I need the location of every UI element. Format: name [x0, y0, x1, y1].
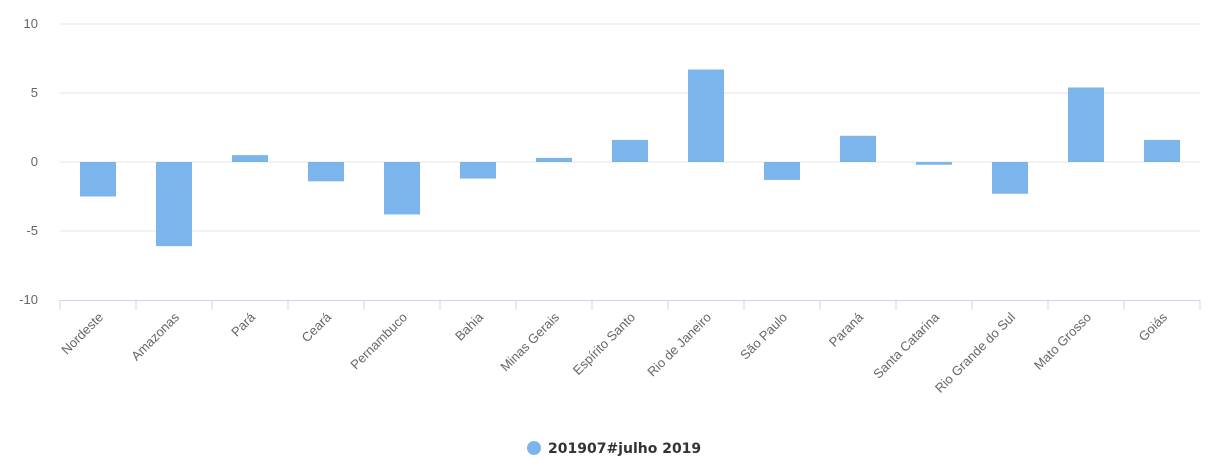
x-category-label: Mato Grosso: [1031, 310, 1094, 373]
grid-lines: [60, 23, 1200, 232]
x-category-label: Paraná: [826, 309, 867, 350]
y-tick-label: -5: [26, 223, 38, 238]
x-category-label: Goiás: [1135, 309, 1170, 344]
x-category-label: Bahia: [452, 309, 487, 344]
bar-nordeste[interactable]: [80, 162, 116, 197]
bar-pernambuco[interactable]: [384, 162, 420, 215]
bar-mato-grosso[interactable]: [1068, 87, 1104, 162]
bar-santa-catarina[interactable]: [916, 162, 952, 165]
y-tick-label: 5: [31, 85, 38, 100]
x-category-label: Espírito Santo: [570, 310, 638, 378]
bars: [80, 69, 1180, 247]
bar-s-o-paulo[interactable]: [764, 162, 800, 180]
x-category-label: Amazonas: [128, 309, 182, 363]
bar-rio-grande-do-sul[interactable]: [992, 162, 1028, 194]
x-category-label: Pernambuco: [347, 310, 410, 373]
legend[interactable]: 201907#julho 2019: [527, 441, 701, 457]
bar-goi-s[interactable]: [1144, 139, 1180, 162]
x-category-label: Rio de Janeiro: [644, 310, 714, 380]
x-category-label: Pará: [228, 309, 259, 340]
bar-cear-[interactable]: [308, 162, 344, 182]
y-tick-label: 0: [31, 154, 38, 169]
bar-par-[interactable]: [232, 155, 268, 162]
x-category-label: Rio Grande do Sul: [932, 309, 1018, 395]
bar-rio-de-janeiro[interactable]: [688, 69, 724, 162]
x-axis-labels: Nordeste Amazonas Pará Ceará Pernambuco Bahia…: [58, 309, 1170, 396]
x-axis: [59, 300, 1201, 310]
x-category-label: São Paulo: [737, 310, 790, 363]
bar-esp-rito-santo[interactable]: [612, 139, 648, 162]
x-category-label: Santa Catarina: [870, 309, 942, 381]
x-category-label: Minas Gerais: [497, 309, 562, 374]
bar-amazonas[interactable]: [156, 162, 192, 247]
x-category-label: Ceará: [298, 309, 334, 345]
x-category-label: Nordeste: [58, 310, 106, 358]
bar-paran-[interactable]: [840, 135, 876, 162]
y-tick-label: -10: [19, 292, 38, 307]
bar-bahia[interactable]: [460, 162, 496, 179]
legend-item[interactable]: 201907#julho 2019: [527, 441, 701, 457]
y-tick-label: 10: [24, 16, 38, 31]
legend-marker: [527, 441, 541, 455]
legend-label: 201907#julho 2019: [548, 441, 701, 457]
y-axis-ticks: 10 5 0 -5 -10: [19, 16, 38, 307]
bar-minas-gerais[interactable]: [536, 157, 572, 162]
